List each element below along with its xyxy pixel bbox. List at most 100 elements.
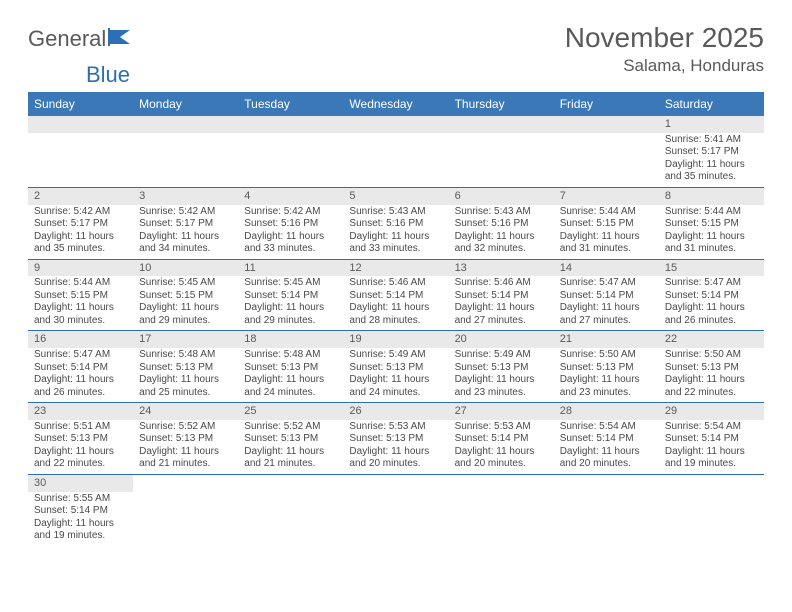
cell-body: Sunrise: 5:42 AMSunset: 5:17 PMDaylight:… (133, 205, 238, 259)
calendar-week: 16Sunrise: 5:47 AMSunset: 5:14 PMDayligh… (28, 331, 764, 403)
day-number: 23 (28, 403, 133, 420)
calendar-cell (659, 474, 764, 545)
calendar-cell: 16Sunrise: 5:47 AMSunset: 5:14 PMDayligh… (28, 331, 133, 403)
calendar-cell (28, 116, 133, 187)
cell-body (238, 492, 343, 544)
cell-body: Sunrise: 5:50 AMSunset: 5:13 PMDaylight:… (659, 348, 764, 402)
cell-body: Sunrise: 5:45 AMSunset: 5:14 PMDaylight:… (238, 276, 343, 330)
calendar-cell (238, 474, 343, 545)
day-number: 17 (133, 331, 238, 348)
day-number: 28 (554, 403, 659, 420)
calendar-cell: 3Sunrise: 5:42 AMSunset: 5:17 PMDaylight… (133, 187, 238, 259)
logo-text-1: General (28, 26, 106, 52)
day-number: 24 (133, 403, 238, 420)
day-number: 2 (28, 188, 133, 205)
cell-body (554, 133, 659, 185)
calendar-cell (554, 474, 659, 545)
cell-body: Sunrise: 5:47 AMSunset: 5:14 PMDaylight:… (554, 276, 659, 330)
location: Salama, Honduras (565, 56, 764, 76)
calendar-cell: 21Sunrise: 5:50 AMSunset: 5:13 PMDayligh… (554, 331, 659, 403)
logo-flag-icon (108, 28, 134, 46)
cell-body (659, 492, 764, 544)
calendar-cell: 7Sunrise: 5:44 AMSunset: 5:15 PMDaylight… (554, 187, 659, 259)
cell-body (343, 133, 448, 185)
cell-body: Sunrise: 5:43 AMSunset: 5:16 PMDaylight:… (449, 205, 554, 259)
day-number: 10 (133, 260, 238, 277)
day-number: 7 (554, 188, 659, 205)
cell-body: Sunrise: 5:52 AMSunset: 5:13 PMDaylight:… (238, 420, 343, 474)
cell-body: Sunrise: 5:47 AMSunset: 5:14 PMDaylight:… (659, 276, 764, 330)
calendar-cell (554, 116, 659, 187)
calendar-cell: 29Sunrise: 5:54 AMSunset: 5:14 PMDayligh… (659, 403, 764, 475)
cell-body: Sunrise: 5:42 AMSunset: 5:17 PMDaylight:… (28, 205, 133, 259)
day-number (449, 116, 554, 133)
calendar-cell: 6Sunrise: 5:43 AMSunset: 5:16 PMDaylight… (449, 187, 554, 259)
cell-body: Sunrise: 5:48 AMSunset: 5:13 PMDaylight:… (133, 348, 238, 402)
cell-body: Sunrise: 5:44 AMSunset: 5:15 PMDaylight:… (28, 276, 133, 330)
cell-body: Sunrise: 5:55 AMSunset: 5:14 PMDaylight:… (28, 492, 133, 546)
calendar-page: General November 2025 Salama, Honduras B… (0, 0, 792, 556)
calendar-cell: 24Sunrise: 5:52 AMSunset: 5:13 PMDayligh… (133, 403, 238, 475)
calendar-table: SundayMondayTuesdayWednesdayThursdayFrid… (28, 92, 764, 546)
calendar-cell: 19Sunrise: 5:49 AMSunset: 5:13 PMDayligh… (343, 331, 448, 403)
day-number: 13 (449, 260, 554, 277)
calendar-cell: 9Sunrise: 5:44 AMSunset: 5:15 PMDaylight… (28, 259, 133, 331)
cell-body: Sunrise: 5:50 AMSunset: 5:13 PMDaylight:… (554, 348, 659, 402)
calendar-week: 23Sunrise: 5:51 AMSunset: 5:13 PMDayligh… (28, 403, 764, 475)
calendar-cell: 17Sunrise: 5:48 AMSunset: 5:13 PMDayligh… (133, 331, 238, 403)
calendar-cell: 10Sunrise: 5:45 AMSunset: 5:15 PMDayligh… (133, 259, 238, 331)
cell-body: Sunrise: 5:48 AMSunset: 5:13 PMDaylight:… (238, 348, 343, 402)
cell-body: Sunrise: 5:43 AMSunset: 5:16 PMDaylight:… (343, 205, 448, 259)
weekday-header: Wednesday (343, 92, 448, 116)
weekday-header: Thursday (449, 92, 554, 116)
calendar-week: 1Sunrise: 5:41 AMSunset: 5:17 PMDaylight… (28, 116, 764, 187)
day-number: 30 (28, 475, 133, 492)
day-number: 8 (659, 188, 764, 205)
day-number: 12 (343, 260, 448, 277)
calendar-cell: 15Sunrise: 5:47 AMSunset: 5:14 PMDayligh… (659, 259, 764, 331)
cell-body: Sunrise: 5:45 AMSunset: 5:15 PMDaylight:… (133, 276, 238, 330)
day-number: 11 (238, 260, 343, 277)
day-number: 18 (238, 331, 343, 348)
cell-body: Sunrise: 5:41 AMSunset: 5:17 PMDaylight:… (659, 133, 764, 187)
day-number: 6 (449, 188, 554, 205)
cell-body: Sunrise: 5:53 AMSunset: 5:13 PMDaylight:… (343, 420, 448, 474)
calendar-cell: 13Sunrise: 5:46 AMSunset: 5:14 PMDayligh… (449, 259, 554, 331)
cell-body: Sunrise: 5:51 AMSunset: 5:13 PMDaylight:… (28, 420, 133, 474)
weekday-header: Saturday (659, 92, 764, 116)
day-number (343, 475, 448, 492)
calendar-cell: 14Sunrise: 5:47 AMSunset: 5:14 PMDayligh… (554, 259, 659, 331)
cell-body (343, 492, 448, 544)
day-number: 16 (28, 331, 133, 348)
cell-body (554, 492, 659, 544)
cell-body: Sunrise: 5:52 AMSunset: 5:13 PMDaylight:… (133, 420, 238, 474)
calendar-cell: 1Sunrise: 5:41 AMSunset: 5:17 PMDaylight… (659, 116, 764, 187)
cell-body: Sunrise: 5:42 AMSunset: 5:16 PMDaylight:… (238, 205, 343, 259)
day-number: 29 (659, 403, 764, 420)
calendar-cell (133, 116, 238, 187)
day-number: 20 (449, 331, 554, 348)
calendar-cell: 22Sunrise: 5:50 AMSunset: 5:13 PMDayligh… (659, 331, 764, 403)
month-title: November 2025 (565, 22, 764, 54)
day-number: 3 (133, 188, 238, 205)
cell-body (449, 492, 554, 544)
cell-body: Sunrise: 5:54 AMSunset: 5:14 PMDaylight:… (659, 420, 764, 474)
calendar-cell (133, 474, 238, 545)
cell-body: Sunrise: 5:44 AMSunset: 5:15 PMDaylight:… (554, 205, 659, 259)
day-number: 4 (238, 188, 343, 205)
cell-body (238, 133, 343, 185)
day-number (554, 116, 659, 133)
calendar-cell (238, 116, 343, 187)
day-number (238, 116, 343, 133)
logo: General (28, 26, 134, 52)
cell-body (133, 133, 238, 185)
calendar-cell: 23Sunrise: 5:51 AMSunset: 5:13 PMDayligh… (28, 403, 133, 475)
day-number (449, 475, 554, 492)
calendar-cell (449, 116, 554, 187)
logo-text-2: Blue (86, 62, 130, 88)
day-number: 14 (554, 260, 659, 277)
weekday-header: Sunday (28, 92, 133, 116)
weekday-header: Tuesday (238, 92, 343, 116)
weekday-header: Friday (554, 92, 659, 116)
calendar-cell: 27Sunrise: 5:53 AMSunset: 5:14 PMDayligh… (449, 403, 554, 475)
